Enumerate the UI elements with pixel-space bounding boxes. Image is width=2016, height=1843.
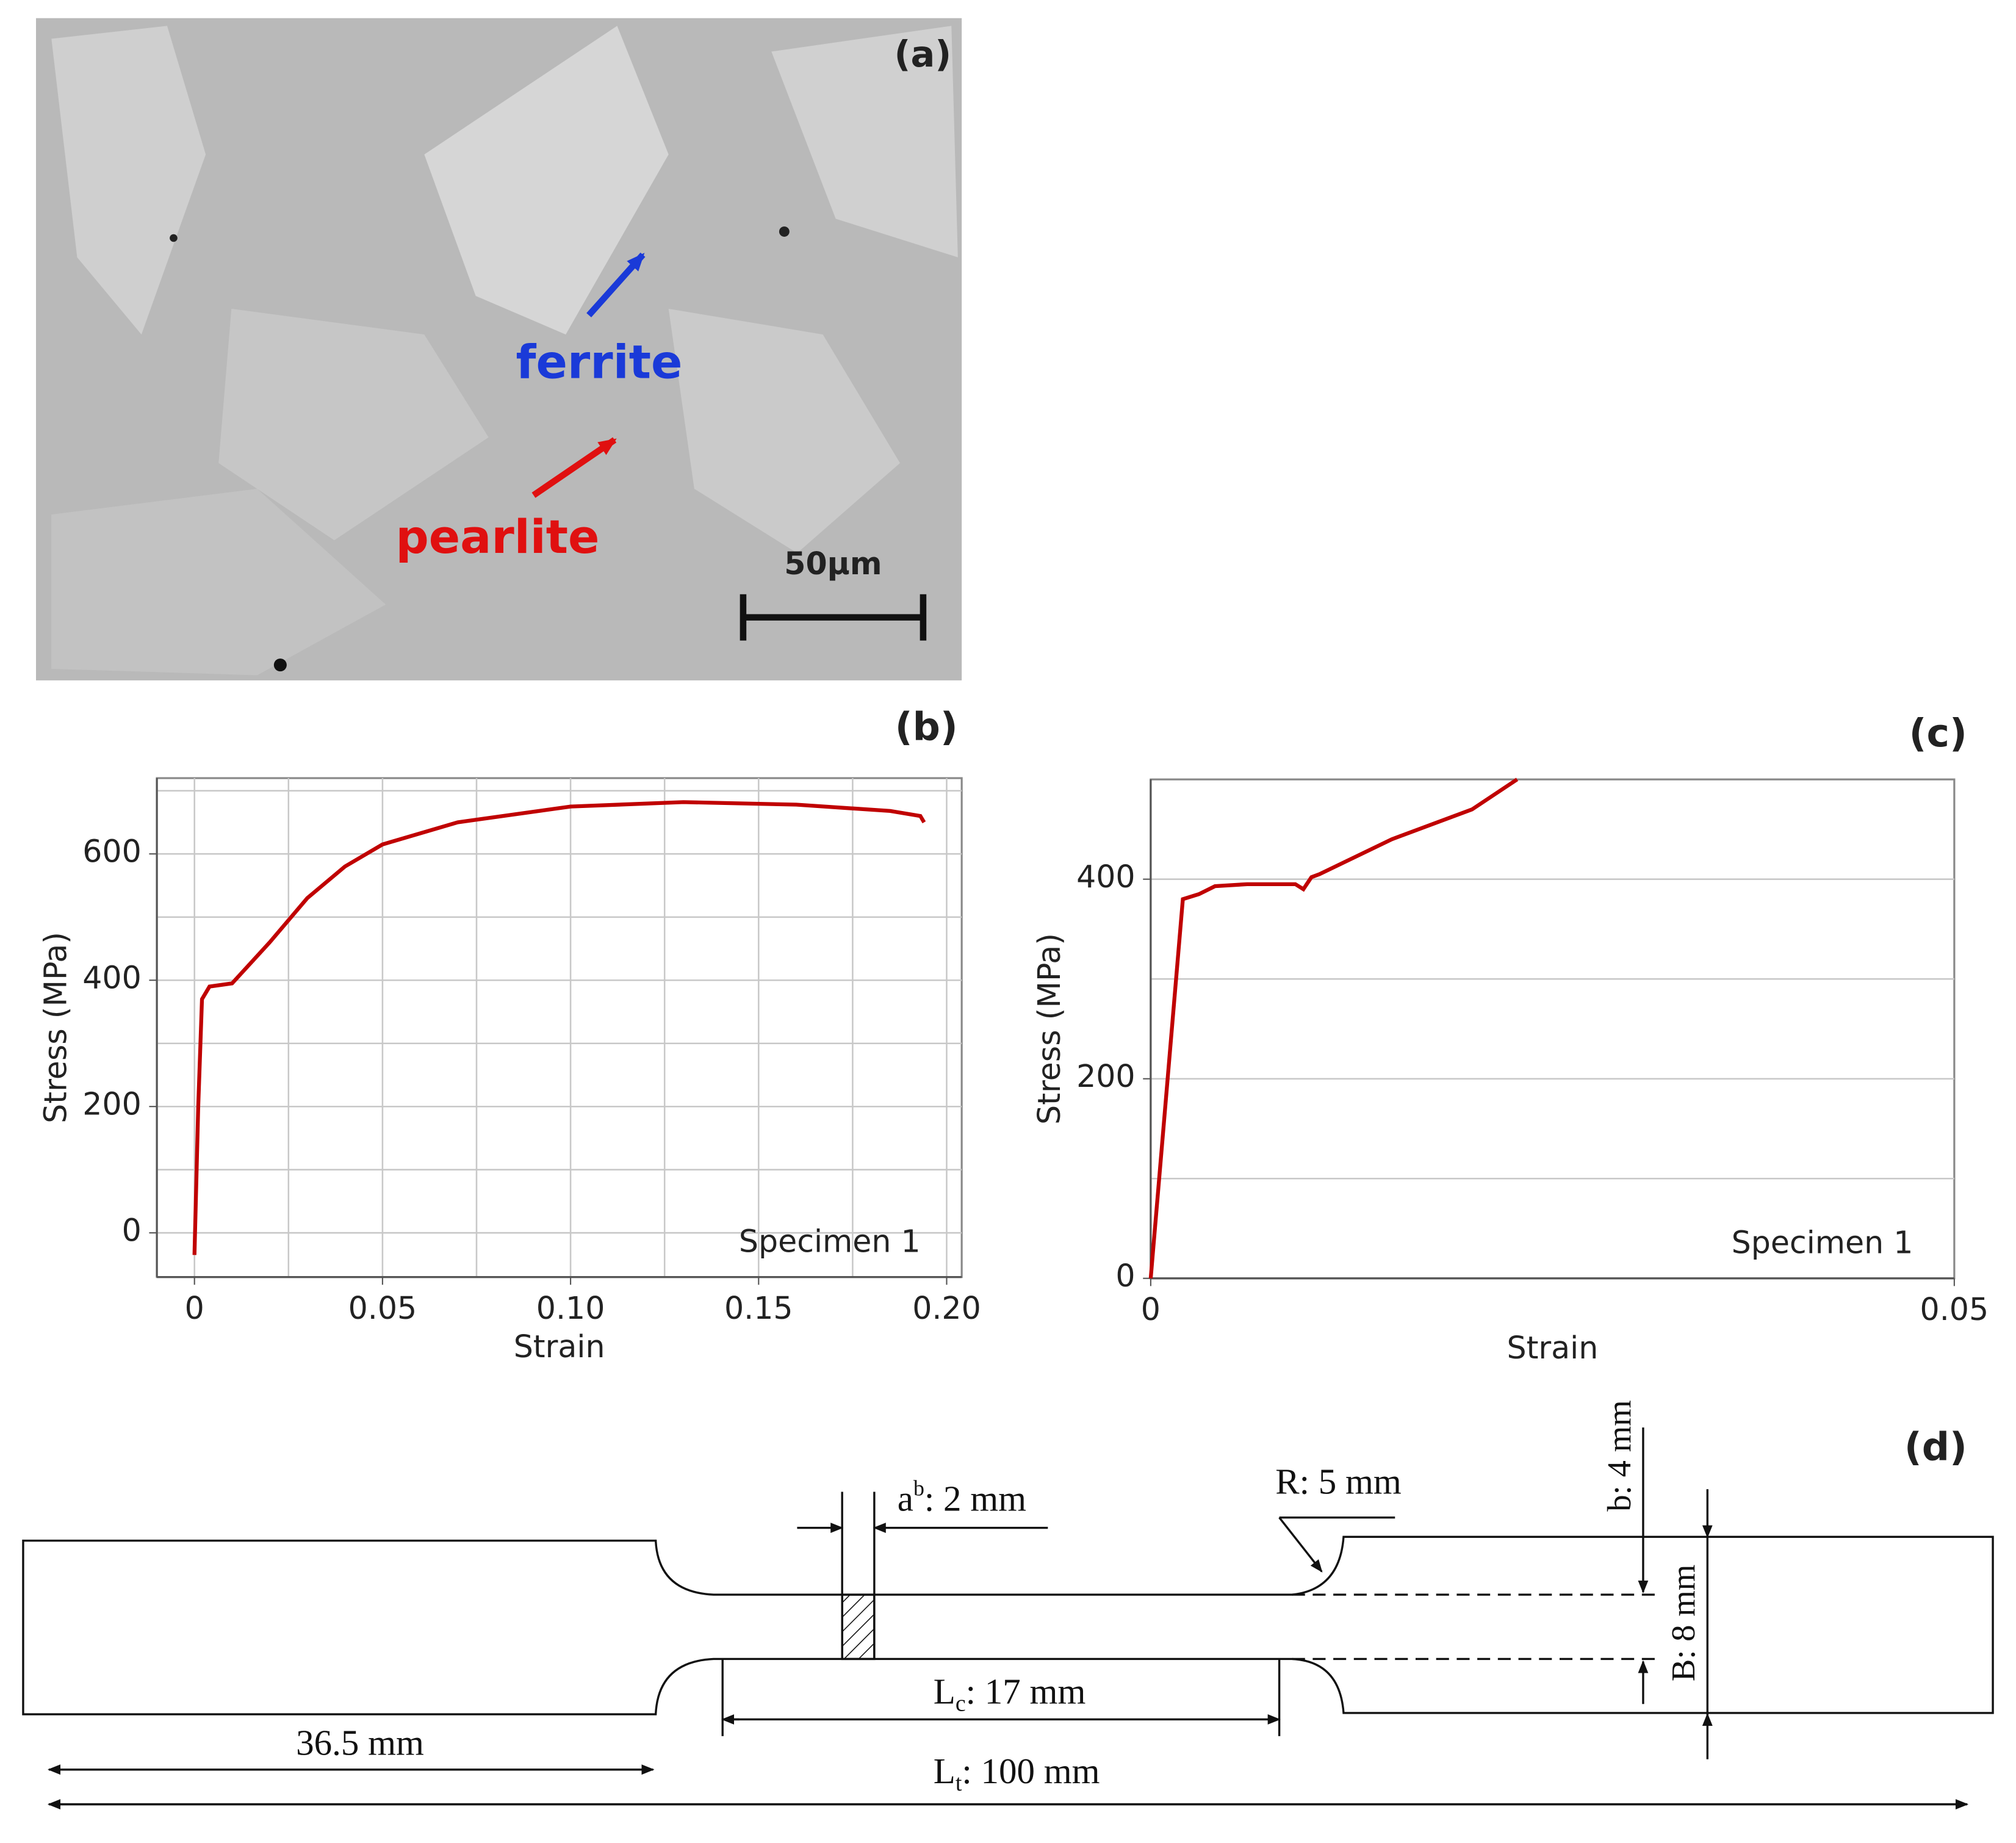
grain <box>771 26 958 258</box>
dashed-lines <box>1292 1593 1659 1661</box>
y-tick-label: 400 <box>82 960 142 996</box>
a-sup: b <box>913 1476 924 1501</box>
panel-label: (a) <box>895 33 952 75</box>
grain <box>668 308 900 554</box>
specimen-labels: (d) ab: 2 mm R: 5 mm b: 4 mm B: 8 mm Lc:… <box>296 1400 1967 1795</box>
scale-bar-label: 50μm <box>784 546 882 582</box>
panel-label: (c) <box>1909 710 1967 756</box>
pearlite-label: pearlite <box>395 510 599 564</box>
inclusion <box>273 658 287 672</box>
x-axis-title: Strain <box>514 1329 605 1365</box>
y-tick-label: 0 <box>1115 1258 1135 1294</box>
x-tick-label: 0.20 <box>912 1290 981 1326</box>
y-axis-title: Stress (MPa) <box>1031 933 1067 1125</box>
specimen-drawing <box>22 1427 1994 1809</box>
lc-rest: : 17 mm <box>966 1671 1086 1711</box>
lc-main: L <box>934 1671 956 1711</box>
lc-label: Lc: 17 mm <box>934 1671 1086 1716</box>
a-main: a <box>898 1478 913 1518</box>
series-line <box>1148 777 1519 1279</box>
micrograph: (a) ferrite pearlite 50μm <box>36 18 962 680</box>
b-label: b: 4 mm <box>1600 1400 1638 1512</box>
grain <box>424 26 669 335</box>
lt-rest: : 100 mm <box>962 1751 1100 1791</box>
lt-main: L <box>934 1751 956 1791</box>
grain <box>51 26 206 335</box>
lt-label: Lt: 100 mm <box>934 1751 1100 1796</box>
x-tick-label: 0 <box>1141 1291 1161 1327</box>
series-line <box>192 800 926 1255</box>
x-tick-label: 0.10 <box>536 1290 605 1326</box>
lc-sub: c <box>956 1690 966 1716</box>
inclusion <box>779 226 790 237</box>
r-label: R: 5 mm <box>1275 1462 1402 1502</box>
x-axis-title: Strain <box>1507 1330 1598 1366</box>
plot-area <box>156 777 963 1279</box>
legend-label: Specimen 1 <box>739 1223 921 1259</box>
lt-sub: t <box>956 1770 962 1796</box>
y-tick-label: 0 <box>122 1213 142 1249</box>
a-rest: : 2 mm <box>924 1478 1026 1518</box>
chart: 0 200 400 0 0.05 Strain Stress (MPa) (c) Specime… <box>1031 710 1989 1366</box>
y-tick-label: 200 <box>82 1086 142 1122</box>
x-tick-label: 0.15 <box>724 1290 793 1326</box>
x-tick-label: 0.05 <box>1920 1291 1989 1327</box>
chart: 0 200 400 600 0 0.05 0.10 0.15 0.20 Strain Stress … <box>37 704 981 1365</box>
specimen-outline <box>22 1535 1994 1715</box>
x-tick-label: 0 <box>185 1290 204 1326</box>
plot-area <box>1150 778 1956 1280</box>
gauge-hatch <box>841 1593 876 1661</box>
grain <box>51 488 386 676</box>
r-leader <box>1278 1517 1323 1573</box>
big-b-label: B: 8 mm <box>1665 1565 1702 1682</box>
panel-label: (d) <box>1904 1424 1967 1470</box>
scale-bar <box>740 594 927 641</box>
a-extension <box>841 1491 876 1659</box>
y-tick-label: 200 <box>1076 1058 1136 1094</box>
y-tick-label: 600 <box>82 834 142 870</box>
grip-label: 36.5 mm <box>296 1722 424 1762</box>
a-label: ab: 2 mm <box>898 1476 1026 1518</box>
panel-label: (b) <box>895 704 958 749</box>
ferrite-arrow <box>586 252 646 317</box>
y-tick-label: 400 <box>1076 859 1136 895</box>
grain <box>218 308 489 541</box>
y-axis-title: Stress (MPa) <box>37 932 73 1123</box>
pearlite-arrow <box>531 437 617 498</box>
inclusion <box>170 234 178 242</box>
legend-label: Specimen 1 <box>1732 1224 1913 1260</box>
ferrite-label: ferrite <box>516 336 682 389</box>
x-tick-label: 0.05 <box>348 1290 417 1326</box>
